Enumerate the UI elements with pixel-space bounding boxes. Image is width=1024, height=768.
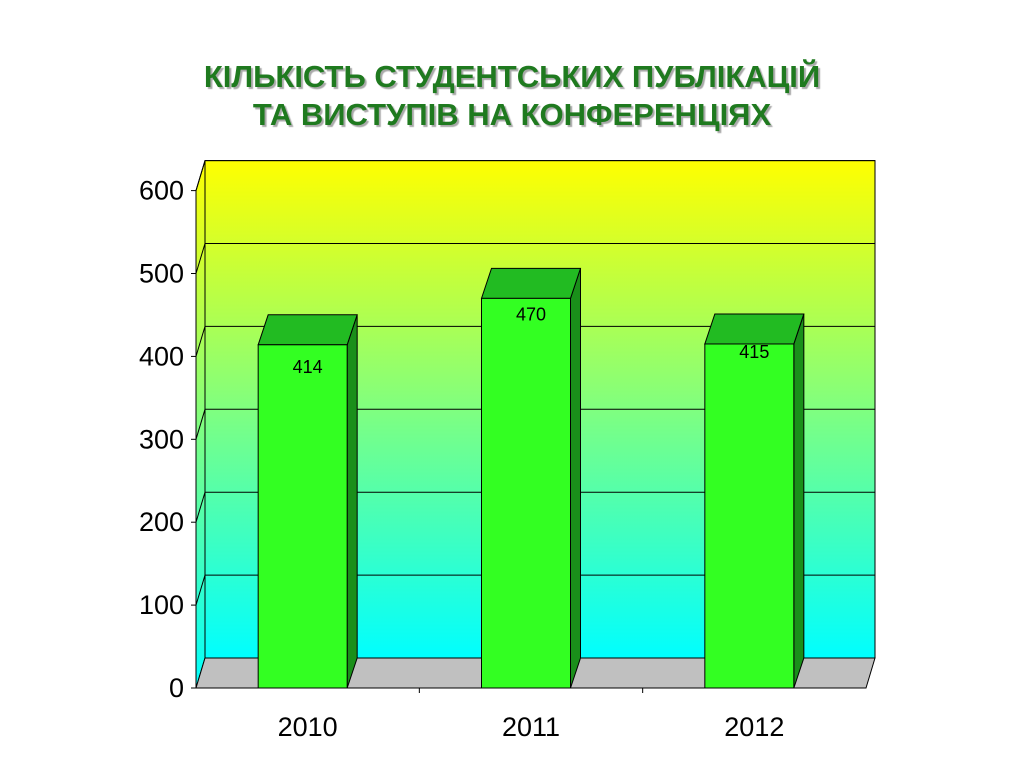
data-label: 414	[293, 357, 323, 377]
data-label: 470	[516, 304, 546, 324]
gridlines	[195, 160, 875, 606]
bar-front	[257, 344, 348, 689]
bar-side	[346, 314, 358, 689]
bar-side	[570, 268, 581, 689]
x-axis-tick-labels: 2010 2011 2012	[278, 712, 785, 742]
y-tick-label: 200	[139, 507, 184, 537]
x-tick-label: 2010	[278, 712, 338, 742]
gridline	[195, 491, 875, 523]
gridline	[195, 574, 875, 606]
y-axis-tick-labels: 0 100 200 300 400 500 600	[139, 176, 184, 703]
y-tick-label: 600	[139, 176, 184, 206]
y-tick-label: 400	[139, 341, 184, 371]
bar-2010	[257, 314, 358, 689]
gridline	[195, 408, 875, 440]
data-labels: 414 470 415	[293, 304, 770, 376]
gridline	[195, 243, 875, 274]
bar-side	[793, 313, 805, 689]
bar-front	[704, 343, 795, 689]
bar-top	[480, 267, 582, 299]
data-label: 415	[739, 342, 769, 362]
bar-2011	[480, 267, 582, 689]
x-tick-label: 2011	[502, 712, 560, 742]
bar-top	[704, 313, 805, 345]
bar-2012	[704, 313, 805, 689]
chart-title: КІЛЬКІСТЬ СТУДЕНТСЬКИХ ПУБЛІКАЦІЙ ТА ВИС…	[0, 58, 1024, 134]
bar-top	[257, 314, 358, 346]
bars	[257, 267, 805, 689]
chart-title-line-1: КІЛЬКІСТЬ СТУДЕНТСЬКИХ ПУБЛІКАЦІЙ	[203, 59, 821, 94]
bar-front	[481, 297, 571, 689]
y-tick-label: 300	[139, 424, 184, 454]
y-tick-label: 100	[139, 590, 184, 620]
gridline	[195, 325, 875, 357]
y-tick-label: 0	[169, 673, 184, 703]
chart-title-line-2: ТА ВИСТУПІВ НА КОНФЕРЕНЦІЯХ	[252, 97, 772, 132]
gridline	[195, 160, 875, 191]
x-tick-label: 2012	[724, 712, 784, 742]
y-tick-label: 500	[139, 259, 184, 289]
